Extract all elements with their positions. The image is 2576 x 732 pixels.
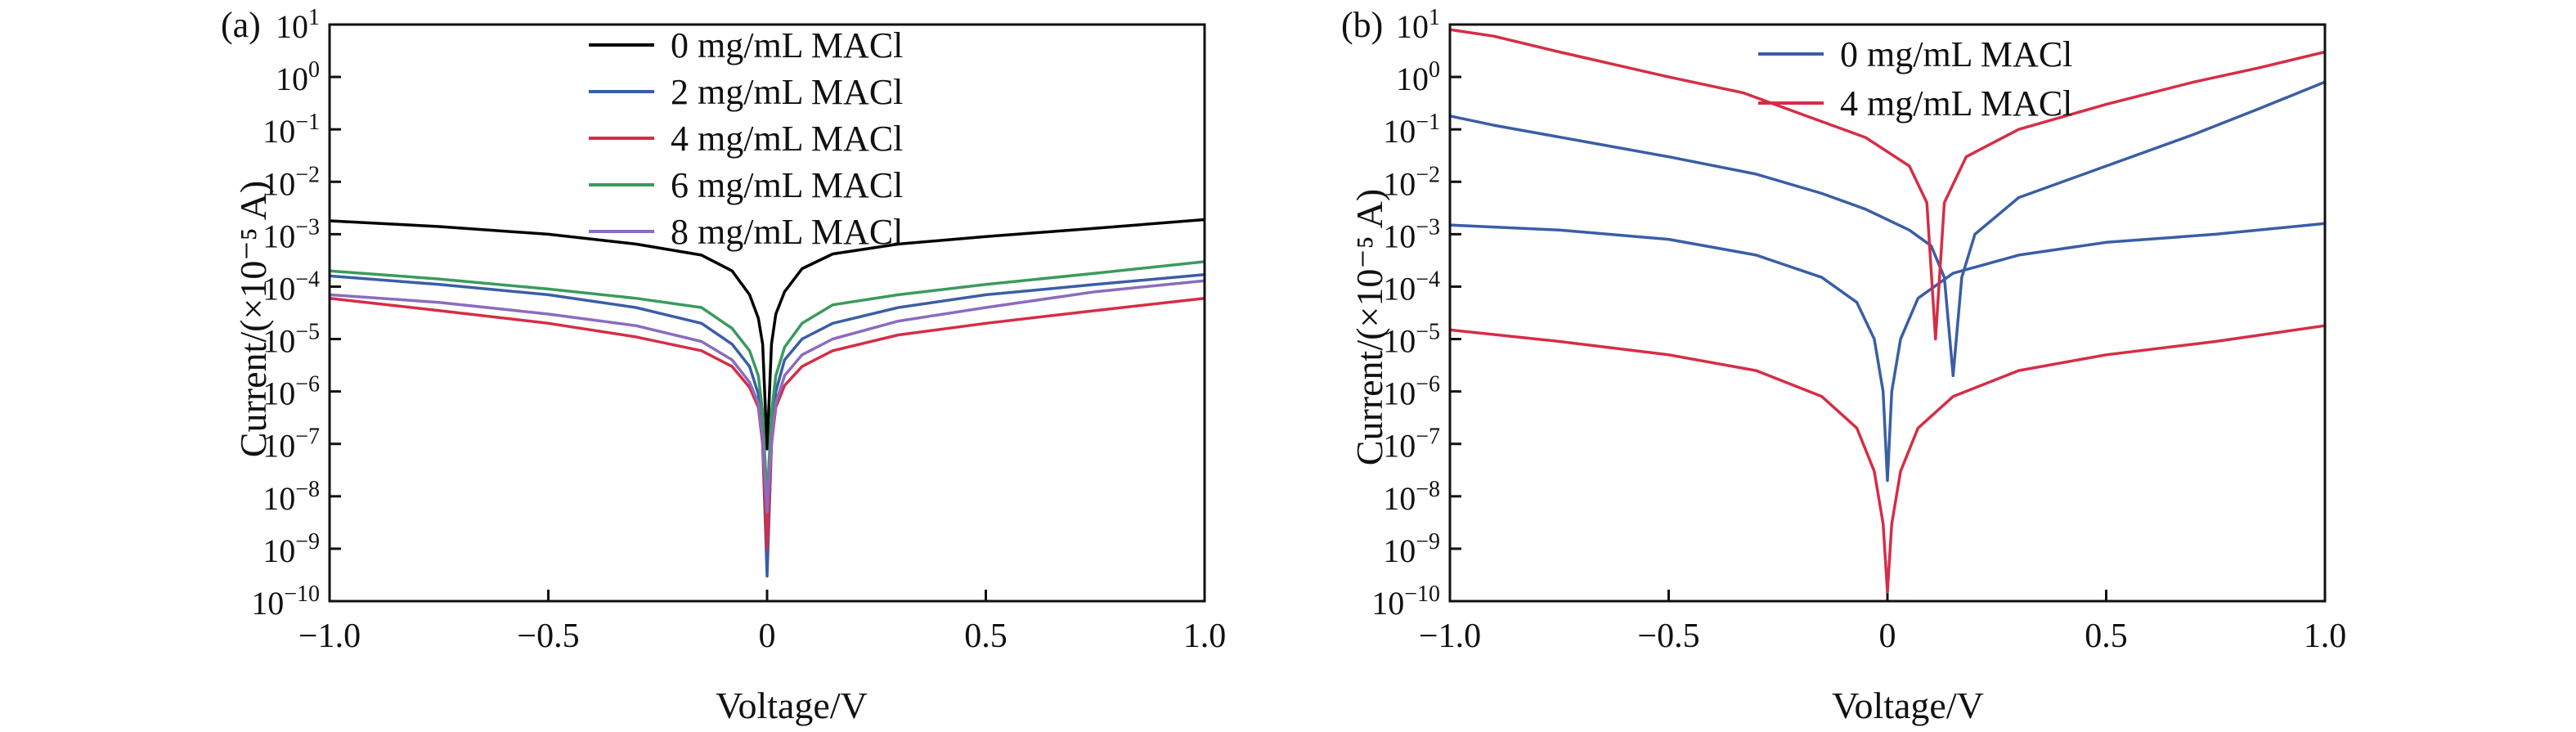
x-tick-label: 0.5	[2085, 617, 2128, 655]
panel-b-tick-labels: −1.0 −0.5 0 0.5 1.0 101 100 10−1 10−2 10−3 10−4 10−…	[1371, 5, 2346, 655]
x-tick-label: 0.5	[964, 617, 1008, 655]
panel-a-series	[329, 218, 1205, 578]
x-tick-label: 0	[1879, 617, 1896, 655]
x-tick-label: −0.5	[1637, 617, 1699, 655]
y-tick-label: 10−3	[263, 214, 320, 254]
y-tick-label: 10−1	[263, 110, 320, 150]
series-line	[1449, 80, 2326, 378]
series-line	[329, 260, 1205, 503]
y-tick-label: 10−10	[1371, 582, 1440, 622]
y-tick-label: 10−8	[263, 477, 320, 517]
legend-label: 4 mg/mL MACl	[671, 119, 903, 159]
x-tick-label: 1.0	[1183, 617, 1227, 655]
y-tick-label: 101	[1396, 5, 1440, 45]
y-tick-label: 10−4	[263, 267, 320, 307]
legend-label: 0 mg/mL MACl	[1840, 34, 2072, 74]
y-tick-label: 10−8	[1383, 477, 1440, 517]
panel-b-series	[1449, 28, 2326, 594]
y-tick-label: 10−4	[1383, 267, 1440, 307]
legend-label: 0 mg/mL MACl	[671, 25, 903, 65]
y-tick-label: 10−5	[1383, 320, 1440, 360]
x-tick-label: −0.5	[517, 617, 579, 655]
y-tick-label: 10−5	[263, 320, 320, 360]
panel-a-plot-frame	[328, 23, 1206, 603]
x-tick-label: −1.0	[298, 617, 361, 655]
y-tick-label: 10−1	[1383, 110, 1440, 150]
y-tick-label: 100	[276, 57, 320, 97]
panel-b-legend: 0 mg/mL MACl 4 mg/mL MACl	[1758, 34, 2072, 123]
y-tick-label: 10−6	[1383, 372, 1440, 412]
y-tick-label: 10−6	[263, 372, 320, 412]
panel-b: (b) Current/(×10⁻⁵ A) Voltage/V −1.0 −0.5…	[1341, 5, 2346, 726]
legend-label: 2 mg/mL MACl	[671, 72, 903, 112]
y-tick-label: 10−2	[263, 162, 320, 202]
series-line	[329, 272, 1205, 578]
legend-label: 4 mg/mL MACl	[1840, 83, 2072, 123]
y-tick-label: 10−3	[1383, 214, 1440, 254]
series-line	[329, 218, 1205, 451]
panel-a-xlabel: Voltage/V	[716, 685, 868, 726]
y-tick-label: 10−7	[1383, 424, 1440, 465]
panel-a-label: (a)	[221, 5, 261, 45]
panel-b-xlabel: Voltage/V	[1832, 685, 1984, 726]
panel-a-ylabel: Current/(×10⁻⁵ A)	[232, 181, 274, 457]
x-tick-label: 1.0	[2304, 617, 2347, 655]
panel-b-label: (b)	[1341, 5, 1383, 45]
panel-a-legend: 0 mg/mL MACl 2 mg/mL MACl 4 mg/mL MACl 6 mg…	[589, 25, 903, 252]
y-tick-label: 10−9	[263, 529, 320, 569]
y-tick-label: 10−2	[1383, 162, 1440, 202]
x-tick-label: −1.0	[1419, 617, 1481, 655]
series-line	[1449, 324, 2326, 594]
panel-b-plot-frame	[1448, 23, 2327, 603]
panel-a: (a) Current/(×10⁻⁵ A) Voltage/V −1.0 −0.5…	[221, 5, 1226, 726]
series-line	[1449, 222, 2326, 483]
y-tick-label: 100	[1396, 57, 1440, 97]
panel-a-tick-labels: −1.0 −0.5 0 0.5 1.0 101 100 10−1 10−2 10−3 10−4 10−…	[251, 5, 1226, 655]
y-tick-label: 101	[276, 5, 320, 45]
y-tick-label: 10−9	[1383, 529, 1440, 569]
series-line	[1449, 28, 2326, 341]
legend-label: 8 mg/mL MACl	[671, 212, 903, 252]
y-tick-label: 10−10	[251, 582, 320, 622]
series-line	[329, 279, 1205, 514]
x-tick-label: 0	[759, 617, 776, 655]
legend-label: 6 mg/mL MACl	[671, 165, 903, 205]
series-line	[329, 296, 1205, 550]
y-tick-label: 10−7	[263, 424, 320, 465]
panel-b-ylabel: Current/(×10⁻⁵ A)	[1349, 189, 1390, 465]
